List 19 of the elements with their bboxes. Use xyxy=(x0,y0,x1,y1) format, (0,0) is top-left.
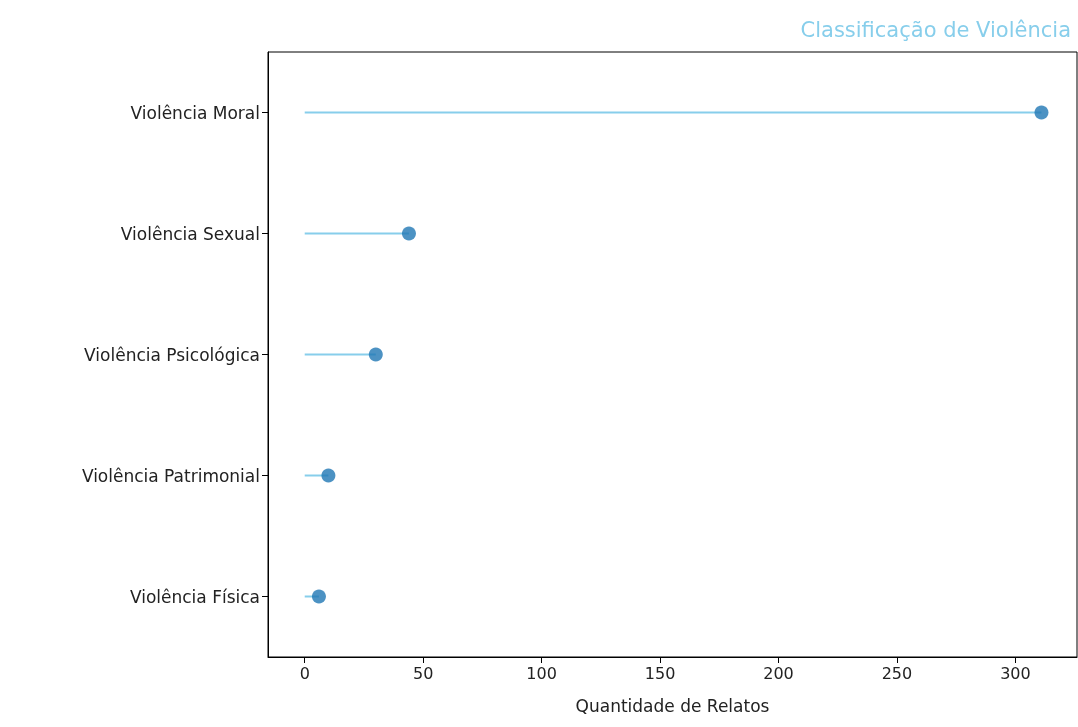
x-axis-title: Quantidade de Relatos xyxy=(575,695,770,716)
point xyxy=(311,589,326,604)
point xyxy=(321,468,336,483)
point xyxy=(368,347,383,362)
y-tick-label: Violência Psicológica xyxy=(84,344,260,365)
x-tick-label: 100 xyxy=(526,663,557,683)
y-tick-label: Violência Moral xyxy=(130,102,260,123)
point xyxy=(1034,105,1049,120)
x-tick-label: 150 xyxy=(644,663,676,683)
chart-title: Classificação de Violência xyxy=(800,17,1072,42)
y-tick-label: Violência Patrimonial xyxy=(81,465,260,486)
x-tick-label: 300 xyxy=(1000,663,1031,683)
y-tick-label: Violência Física xyxy=(129,586,260,607)
point xyxy=(401,226,416,241)
x-tick-label: 0 xyxy=(299,663,310,683)
x-tick-label: 200 xyxy=(763,663,794,683)
x-tick-label: 250 xyxy=(881,663,913,683)
y-tick-label: Violência Sexual xyxy=(120,223,260,244)
x-tick-label: 50 xyxy=(412,663,434,683)
